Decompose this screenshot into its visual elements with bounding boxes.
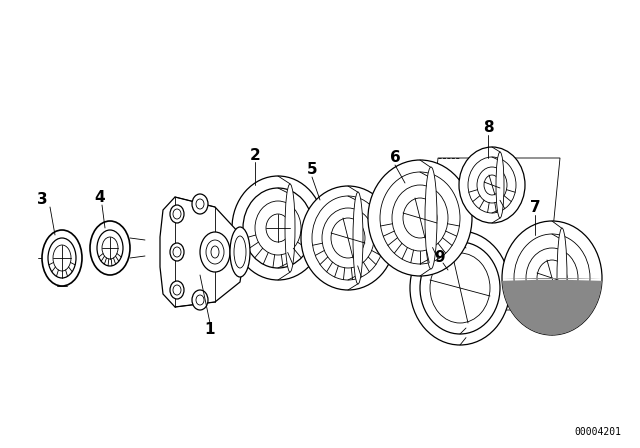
Text: 00004201: 00004201 [575,427,621,437]
Ellipse shape [353,192,363,284]
Text: 8: 8 [483,121,493,135]
Ellipse shape [42,230,82,286]
Text: 1: 1 [205,323,215,337]
Ellipse shape [557,228,567,328]
Ellipse shape [232,176,324,280]
Ellipse shape [192,194,208,214]
Text: 4: 4 [95,190,106,206]
Polygon shape [502,278,602,335]
Polygon shape [90,248,130,275]
Text: 3: 3 [36,193,47,207]
Ellipse shape [496,152,504,218]
Ellipse shape [90,221,130,275]
Ellipse shape [425,167,437,269]
Ellipse shape [285,184,295,272]
Polygon shape [459,185,525,223]
Ellipse shape [170,205,184,223]
Ellipse shape [170,243,184,261]
Ellipse shape [410,231,510,345]
Text: 2: 2 [250,147,260,163]
Ellipse shape [192,290,208,310]
Ellipse shape [301,186,395,290]
Ellipse shape [230,227,250,277]
Text: 7: 7 [530,201,540,215]
Ellipse shape [368,160,472,276]
Polygon shape [160,197,243,307]
Ellipse shape [200,232,230,272]
Text: 9: 9 [435,250,445,266]
Ellipse shape [170,281,184,299]
Ellipse shape [502,221,602,335]
Ellipse shape [459,147,525,223]
Text: 6: 6 [390,151,401,165]
Text: 5: 5 [307,163,317,177]
